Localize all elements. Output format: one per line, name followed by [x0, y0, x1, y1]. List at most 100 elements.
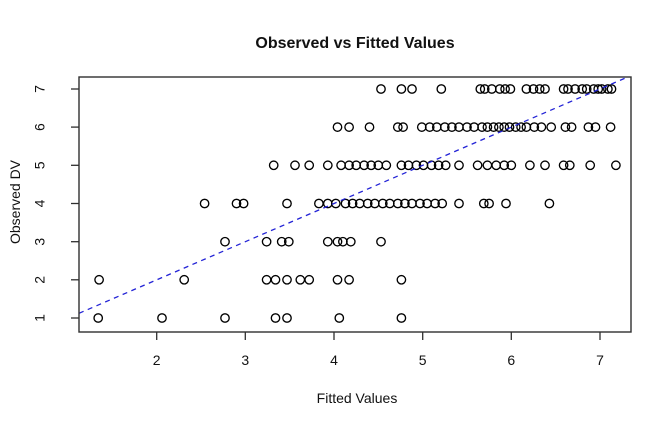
- y-tick-label: 7: [32, 85, 48, 93]
- data-point: [534, 84, 545, 94]
- data-point: [179, 274, 190, 285]
- data-point: [558, 84, 569, 94]
- data-point: [330, 198, 341, 209]
- data-point: [505, 84, 516, 94]
- data-point: [231, 198, 242, 209]
- data-point: [270, 274, 281, 285]
- data-point: [396, 84, 407, 94]
- data-point: [484, 198, 494, 209]
- data-point: [482, 122, 493, 132]
- data-point: [332, 122, 343, 132]
- identity-reference-line: [79, 77, 629, 314]
- data-point: [475, 84, 486, 94]
- data-point: [605, 122, 616, 132]
- data-point: [454, 160, 464, 171]
- data-point: [430, 198, 440, 209]
- data-point: [472, 160, 483, 171]
- x-tick-label: 4: [330, 352, 338, 368]
- y-tick-label: 3: [32, 238, 48, 246]
- data-point: [611, 160, 621, 171]
- data-point: [268, 160, 279, 171]
- data-point: [566, 122, 577, 132]
- data-point: [606, 84, 617, 94]
- data-point: [415, 198, 425, 209]
- data-point: [544, 198, 555, 209]
- data-point: [462, 122, 472, 132]
- data-point: [500, 84, 510, 94]
- data-point: [338, 236, 348, 247]
- data-point: [344, 122, 354, 132]
- data-point: [322, 160, 333, 171]
- data-point: [436, 84, 447, 94]
- data-point: [157, 313, 167, 323]
- data-point: [540, 84, 550, 94]
- data-point: [238, 198, 249, 209]
- data-point: [282, 313, 292, 323]
- data-point: [283, 236, 294, 247]
- data-point: [529, 122, 540, 132]
- y-tick-label: 6: [32, 123, 48, 131]
- data-point: [596, 84, 607, 94]
- data-point: [536, 122, 547, 132]
- data-point: [501, 198, 511, 209]
- data-point: [510, 122, 521, 132]
- x-tick-label: 5: [419, 352, 427, 368]
- data-point: [447, 122, 457, 132]
- data-point: [433, 160, 444, 171]
- data-point: [377, 198, 388, 209]
- data-point: [314, 198, 324, 209]
- data-point: [540, 160, 550, 171]
- data-point: [276, 236, 287, 247]
- data-point: [570, 84, 580, 94]
- data-point: [304, 274, 315, 285]
- data-point: [295, 274, 306, 285]
- data-point: [558, 160, 569, 171]
- data-point: [261, 236, 272, 247]
- data-point: [220, 236, 230, 247]
- data-point: [220, 313, 230, 323]
- data-point: [491, 160, 502, 171]
- x-tick-label: 3: [241, 352, 249, 368]
- data-point: [416, 122, 427, 132]
- data-point: [282, 198, 292, 209]
- data-point: [400, 198, 410, 209]
- data-point: [478, 198, 489, 209]
- data-point: [398, 122, 408, 132]
- data-point: [499, 122, 510, 132]
- plot-border: [78, 76, 632, 333]
- data-point: [336, 160, 346, 171]
- data-point: [407, 84, 417, 94]
- data-point: [94, 274, 104, 285]
- x-tick-label: 2: [153, 352, 161, 368]
- y-axis-title: Observed DV: [7, 159, 23, 244]
- data-point: [593, 84, 604, 94]
- data-point: [528, 84, 539, 94]
- data-point: [590, 122, 601, 132]
- data-point: [282, 274, 292, 285]
- data-point: [396, 313, 407, 323]
- data-points-layer: [93, 84, 621, 323]
- data-point: [546, 122, 557, 132]
- y-tick-label: 2: [32, 276, 48, 284]
- data-point: [494, 122, 504, 132]
- data-point: [516, 122, 526, 132]
- data-point: [525, 160, 535, 171]
- data-point: [340, 198, 351, 209]
- data-point: [424, 122, 435, 132]
- x-axis: 2 3 4 5 6 7: [153, 332, 604, 368]
- y-tick-label: 5: [32, 161, 48, 169]
- data-point: [392, 198, 403, 209]
- data-point: [479, 84, 490, 94]
- y-tick-label: 1: [32, 314, 48, 322]
- data-point: [344, 274, 354, 285]
- data-point: [603, 84, 613, 94]
- data-point: [270, 313, 281, 323]
- data-point: [261, 274, 272, 285]
- data-point: [364, 122, 375, 132]
- data-point: [332, 236, 343, 247]
- data-point: [396, 274, 407, 285]
- data-point: [577, 84, 588, 94]
- data-point: [332, 274, 343, 285]
